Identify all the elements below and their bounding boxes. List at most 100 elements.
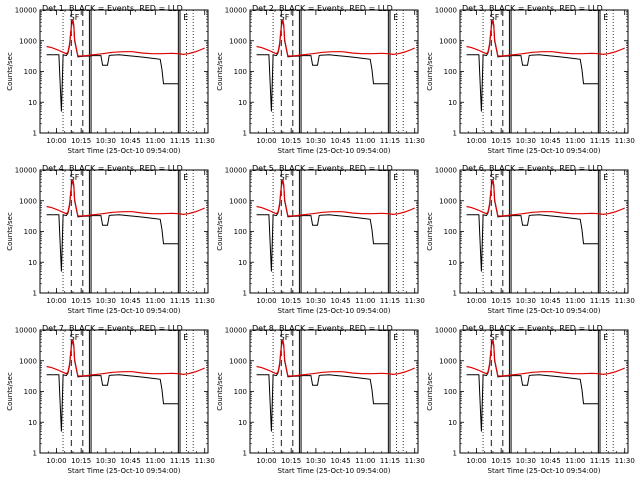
y-tick-label: 10 [448,259,457,267]
y-tick-label: 10 [238,419,247,427]
event-marker-F: F [285,13,290,22]
y-axis-label: Counts/sec [6,52,14,91]
series-lld-red [46,19,205,57]
x-tick-label: 11:15 [590,137,610,145]
y-tick-label: 10000 [225,327,247,335]
x-tick-label: 10:15 [71,297,91,305]
series-group [46,179,205,272]
x-tick-label: 11:30 [195,297,215,305]
y-tick-label: 100 [234,68,247,76]
x-tick-label: 10:30 [516,457,536,465]
panel-title: Det 8, BLACK = Events, RED = LLD [252,324,393,333]
x-tick-label: 10:30 [516,297,536,305]
x-tick-label: 11:00 [355,137,375,145]
x-tick-label: 11:30 [615,457,635,465]
x-tick-label: 10:45 [330,297,350,305]
x-tick-label: 10:30 [96,137,116,145]
series-group [46,19,205,112]
y-tick-label: 100 [234,228,247,236]
y-tick-label: 1000 [439,197,457,205]
y-tick-label: 1 [33,130,37,138]
event-marker-E: E [183,333,188,342]
panel-det-4: 1 10 100 1000 10000 10:00 10:15 10:30 10:45 11:00… [6,164,215,315]
x-tick-label: 11:15 [590,457,610,465]
event-marker-S: S [70,173,75,182]
x-axis-label: Start Time (25-Oct-10 09:54:00) [488,147,601,155]
x-tick-label: 10:00 [466,457,486,465]
y-tick-label: 10 [28,419,37,427]
event-marker-F: F [495,13,500,22]
x-tick-label: 10:00 [46,297,66,305]
x-tick-label: 11:15 [170,137,190,145]
y-tick-label: 10000 [435,7,457,15]
y-axis-label: Counts/sec [426,372,434,411]
event-marker-F: F [285,333,290,342]
x-tick-label: 11:00 [145,137,165,145]
x-tick-label: 10:45 [120,297,140,305]
y-tick-label: 1000 [229,197,247,205]
series-events-black [256,179,389,272]
x-tick-label: 10:15 [281,457,301,465]
event-marker-E: E [183,13,188,22]
x-tick-label: 11:00 [565,457,585,465]
y-tick-label: 10 [238,99,247,107]
y-tick-label: 100 [24,228,37,236]
series-group [256,19,415,112]
y-tick-label: 10000 [225,7,247,15]
panel-title: Det 3, BLACK = Events, RED = LLD [462,4,603,13]
x-tick-label: 11:00 [145,297,165,305]
x-tick-label: 10:30 [96,297,116,305]
series-events-black [46,339,179,432]
x-tick-label: 10:15 [71,137,91,145]
x-tick-label: 11:00 [565,297,585,305]
y-tick-label: 10000 [15,327,37,335]
y-tick-label: 10 [238,259,247,267]
y-tick-label: 1000 [229,357,247,365]
panel-title: Det 1, BLACK = Events, RED = LLD [42,4,183,13]
y-tick-label: 1 [453,130,457,138]
event-marker-F: F [495,333,500,342]
event-marker-S: S [70,333,75,342]
x-tick-label: 11:15 [170,297,190,305]
x-tick-label: 10:15 [491,457,511,465]
plot-frame [459,169,629,294]
plot-frame [249,329,419,454]
x-tick-label: 11:30 [615,297,635,305]
panel-title: Det 5, BLACK = Events, RED = LLD [252,164,393,173]
y-tick-label: 10 [28,99,37,107]
x-tick-label: 10:00 [466,137,486,145]
event-marker-F: F [495,173,500,182]
series-events-black [46,19,179,112]
x-tick-label: 11:15 [380,137,400,145]
series-lld-red [46,339,205,377]
series-group [256,339,415,432]
event-marker-S: S [280,13,285,22]
y-tick-label: 1 [243,450,247,458]
x-tick-label: 10:30 [306,297,326,305]
y-axis-label: Counts/sec [216,212,224,251]
series-lld-red [256,339,415,377]
x-tick-label: 11:30 [405,297,425,305]
event-marker-S: S [490,333,495,342]
plot-frame [39,169,209,294]
x-tick-label: 10:30 [516,137,536,145]
x-tick-label: 11:30 [195,137,215,145]
x-tick-label: 11:00 [145,457,165,465]
series-group [466,19,625,112]
panel-det-1: 1 10 100 1000 10000 10:00 10:15 10:30 10:45 11:00… [6,4,215,155]
y-tick-label: 100 [444,228,457,236]
x-tick-label: 10:00 [466,297,486,305]
event-marker-E: E [393,173,398,182]
y-tick-label: 1 [453,290,457,298]
y-axis-label: Counts/sec [426,52,434,91]
x-axis-label: Start Time (25-Oct-10 09:54:00) [68,307,181,315]
x-axis-label: Start Time (25-Oct-10 09:54:00) [68,147,181,155]
y-tick-label: 100 [24,68,37,76]
x-axis-label: Start Time (25-Oct-10 09:54:00) [278,467,391,475]
series-group [256,179,415,272]
panel-title: Det 2, BLACK = Events, RED = LLD [252,4,393,13]
x-tick-label: 10:00 [256,457,276,465]
series-group [46,339,205,432]
series-group [466,339,625,432]
